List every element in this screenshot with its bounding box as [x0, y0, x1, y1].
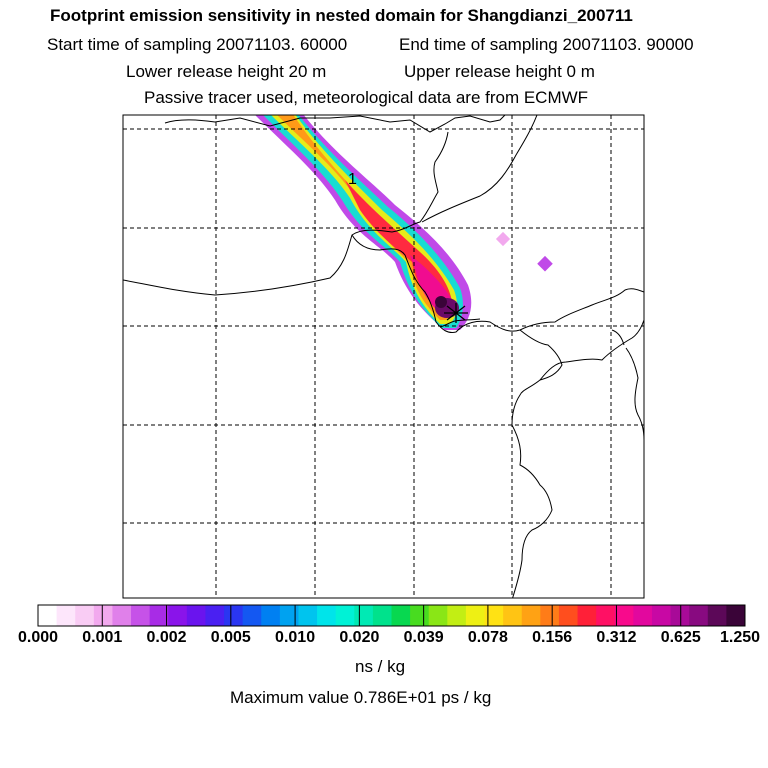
colorbar-cell — [651, 605, 672, 626]
isolated-spot — [537, 255, 553, 272]
map-frame — [122, 114, 645, 599]
page-title: Footprint emission sensitivity in nested… — [50, 6, 633, 25]
colorbar-cell — [56, 605, 76, 626]
colorbar-cell — [521, 605, 541, 626]
colorbar-cell — [317, 605, 337, 626]
colorbar-tick-label: 0.625 — [660, 629, 701, 646]
colorbar-cell — [279, 605, 299, 626]
colorbar-cell — [186, 605, 206, 626]
colorbar-cell — [205, 605, 225, 626]
colorbar-tick-label: 0.020 — [339, 629, 380, 646]
colorbar-cell — [112, 605, 132, 626]
map-label: 1 — [348, 171, 357, 188]
colorbar-cell — [633, 605, 653, 626]
colorbar-cell — [428, 605, 448, 626]
sampling-start: Start time of sampling 20071103. 60000 — [47, 35, 348, 54]
colorbar-tick-label: 0.039 — [403, 629, 444, 646]
footprint-plume — [255, 115, 553, 330]
colorbar-tick-label: 0.078 — [467, 629, 508, 646]
colorbar-cell — [93, 605, 113, 626]
colorbar-cell — [726, 605, 746, 626]
colorbar-cell — [596, 605, 616, 626]
maximum-value: Maximum value 0.786E+01 ps / kg — [230, 688, 492, 707]
colorbar-cell — [242, 605, 262, 626]
colorbar-tick-label: 0.010 — [275, 629, 316, 646]
colorbar-cell — [149, 605, 169, 626]
colorbar-cell — [372, 605, 392, 626]
colorbar-cell — [707, 605, 727, 626]
sampling-end: End time of sampling 20071103. 90000 — [399, 35, 694, 54]
colorbar-cell — [131, 605, 151, 626]
colorbar-cell — [168, 605, 188, 626]
colorbar-cell — [689, 605, 709, 626]
colorbar-cell — [503, 605, 523, 626]
colorbar-frame — [37, 604, 746, 627]
colorbar-cell — [335, 605, 355, 626]
colorbar-tick-label: 0.000 — [17, 629, 59, 646]
colorbar-cell — [540, 605, 560, 626]
upper-release-height: Upper release height 0 m — [404, 62, 595, 81]
colorbar-cell — [410, 605, 430, 626]
colorbar-tick-label: 0.156 — [532, 629, 573, 646]
colorbar-tick-label: 1.250 — [719, 629, 761, 646]
colorbar-cell — [447, 605, 467, 626]
colorbar-cell — [298, 605, 318, 626]
colorbar — [37, 604, 746, 627]
lower-release-height: Lower release height 20 m — [126, 62, 327, 81]
coastlines — [123, 115, 644, 598]
colorbar-cell — [484, 605, 504, 626]
colorbar-cell — [577, 605, 597, 626]
colorbar-cell — [354, 605, 374, 626]
colorbar-cell — [391, 605, 411, 626]
colorbar-cell — [614, 605, 634, 626]
colorbar-tick-label: 0.001 — [82, 629, 123, 646]
colorbar-cell — [465, 605, 486, 626]
colorbar-cell — [670, 605, 690, 626]
colorbar-cell — [38, 605, 58, 626]
plume-band-yellow — [271, 115, 457, 324]
colorbar-tick-label: 0.312 — [596, 629, 637, 646]
lat-lon-grid — [123, 115, 644, 598]
tracer-info: Passive tracer used, meteorological data… — [144, 88, 589, 107]
receptor-marker — [444, 303, 468, 323]
colorbar-unit: ns / kg — [355, 657, 406, 676]
colorbar-cell — [261, 605, 281, 626]
colorbar-cell — [558, 605, 579, 626]
isolated-spot — [495, 231, 511, 247]
colorbar-tick-label: 0.002 — [146, 629, 187, 646]
colorbar-cell — [224, 605, 244, 626]
colorbar-cell — [75, 605, 95, 626]
colorbar-tick-label: 0.005 — [210, 629, 251, 646]
